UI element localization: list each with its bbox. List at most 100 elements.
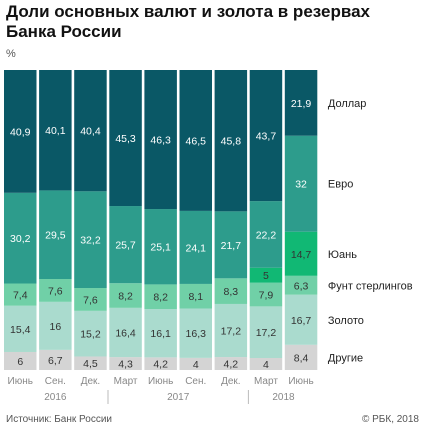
bar-segment [249,282,283,307]
bar-segment [109,307,142,358]
bar-segment [109,357,142,370]
data-label: 8,2 [118,291,133,303]
bar-segment [179,210,212,284]
legend-label: Юань [328,249,357,261]
bar-segment [249,267,283,283]
data-label: 8,3 [224,286,239,298]
data-label: 17,2 [256,327,277,339]
legend-label: Евро [328,179,353,191]
bar-segment [179,357,212,370]
data-label: 43,7 [256,131,277,143]
bar-segment [284,231,318,276]
data-label: 14,7 [291,249,312,261]
x-tick-label: Июнь [8,376,33,387]
data-label: 4,2 [224,359,239,371]
data-label: 21,9 [291,98,312,110]
data-label: 7,6 [48,285,63,297]
bar-segment [109,206,142,284]
x-tick-label: Дек. [81,376,101,387]
year-label: 2016 [44,392,67,403]
legend-label: Доллар [328,98,367,110]
data-label: 40,4 [80,126,101,138]
bar-segment [39,70,72,191]
data-label: 22,2 [256,229,277,241]
data-label: 8,1 [188,291,203,303]
bar-segment [284,344,318,370]
data-label: 4 [193,359,199,371]
brand-copyright: © РБК, 2018 [361,414,419,425]
year-label: 2017 [167,392,190,403]
bar-segment [144,357,177,370]
data-label: 15,2 [80,329,101,341]
year-label: 2018 [272,392,295,403]
bar-segment [214,303,248,358]
x-tick-label: Март [254,376,278,387]
source-note: Источник: Банк России [6,414,113,425]
unit-label: % [6,48,16,60]
bar-segment [39,349,72,370]
bar-segment [179,70,212,211]
bar-segment [249,201,283,268]
bar-segment [284,275,318,295]
x-tick-label: Сен. [185,376,206,387]
bar-segment [284,294,318,345]
legend-label: Золото [328,315,364,327]
bar-segment [179,283,212,309]
data-label: 21,7 [221,240,242,252]
bar-segment [144,70,177,210]
bar-segment [4,192,37,284]
bar-segment [74,70,107,192]
bar-segment [39,190,72,280]
data-label: 45,3 [115,133,136,145]
bar-segment [74,191,107,289]
bar-segment [39,301,72,350]
bar-segment [74,288,107,311]
data-label: 29,5 [45,230,66,242]
data-label: 4,3 [118,359,133,371]
data-label: 25,1 [150,242,171,254]
data-label: 40,1 [45,125,66,137]
bar-segment [39,279,72,302]
data-label: 16,7 [291,315,312,327]
bar-segment [144,209,177,285]
x-tick-label: Июнь [288,376,313,387]
data-label: 6,3 [294,280,309,292]
bar-segment [4,351,37,370]
data-label: 5 [263,270,269,282]
data-label: 16,3 [186,328,207,340]
bar-segment [109,283,142,308]
bar-segment [109,70,142,207]
data-label: 4,2 [153,359,168,371]
data-label: 24,1 [186,242,207,254]
bar-segment [74,356,107,370]
data-label: 17,2 [221,325,242,337]
bar-segment [249,358,283,370]
data-label: 46,3 [150,135,171,147]
bar-segment [214,278,248,304]
data-label: 16 [50,321,62,333]
data-label: 4 [263,359,269,371]
x-tick-label: Сен. [45,376,66,387]
x-tick-label: Дек. [221,376,241,387]
data-label: 46,5 [186,135,207,147]
bar-segment [179,308,212,358]
bar-segment [144,309,177,358]
chart-title: Доли основных валют и золота в резервах … [6,2,370,41]
bar-segment [214,211,248,279]
data-label: 15,4 [10,324,31,336]
data-label: 25,7 [115,240,136,252]
bar-segment [249,70,283,202]
data-label: 7,4 [13,290,28,302]
bar-segment [284,135,318,232]
data-label: 16,1 [150,328,171,340]
data-label: 40,9 [10,126,31,138]
data-label: 8,4 [294,352,309,364]
legend-label: Другие [328,352,363,364]
data-label: 4,5 [83,358,98,370]
data-label: 8,2 [153,292,168,304]
data-label: 16,4 [115,327,136,339]
x-tick-label: Июнь [148,376,173,387]
data-label: 45,8 [221,136,242,148]
data-label: 7,6 [83,294,98,306]
